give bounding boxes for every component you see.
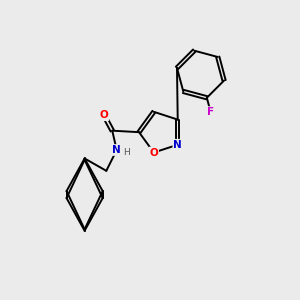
Text: F: F: [207, 107, 214, 117]
Text: O: O: [100, 110, 108, 120]
Text: O: O: [149, 148, 158, 158]
Text: H: H: [123, 148, 130, 157]
Text: N: N: [112, 145, 121, 155]
Text: N: N: [173, 140, 182, 150]
